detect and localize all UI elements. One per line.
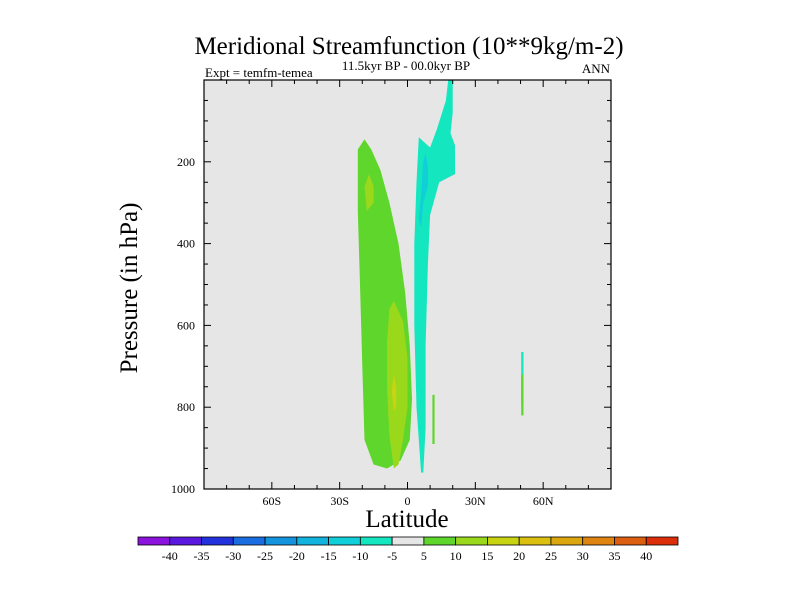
y-tick-label: 1000	[171, 482, 195, 496]
colorbar-label: 25	[545, 549, 557, 563]
x-tick-label: 60N	[533, 494, 554, 508]
colorbar-swatch	[169, 536, 202, 546]
y-tick-labels: 200 400 600 800 1000	[171, 155, 195, 496]
colorbar-label: -15	[321, 549, 337, 563]
colorbar-swatch	[550, 536, 584, 546]
colorbar-label: -10	[352, 549, 368, 563]
region-sh-core-3	[391, 374, 397, 412]
colorbar-swatch	[359, 536, 393, 546]
y-tick-label: 600	[177, 318, 195, 332]
colorbar-label: -20	[289, 549, 305, 563]
chart-subtitle: 11.5kyr BP - 00.0kyr BP	[342, 58, 470, 73]
colorbar-swatch	[137, 536, 171, 546]
axis-ticks	[203, 79, 612, 490]
colorbar-label: -35	[194, 549, 210, 563]
colorbar-label: 30	[577, 549, 589, 563]
colorbar-label: 40	[640, 549, 652, 563]
y-tick-label: 800	[177, 400, 195, 414]
colorbar-swatch	[455, 536, 488, 546]
season-label: ANN	[582, 61, 611, 76]
colorbar-swatch	[614, 536, 647, 546]
colorbar-label: -40	[162, 549, 178, 563]
y-tick-label: 200	[177, 155, 195, 169]
colorbar-swatch	[296, 536, 329, 546]
contour-regions	[357, 80, 524, 473]
region-nh-streak	[432, 394, 435, 444]
region-sh-core-2	[387, 300, 408, 469]
colorbar-label: 10	[450, 549, 462, 563]
colorbar-label: -5	[387, 549, 397, 563]
chart-title: Meridional Streamfunction (10**9kg/m-2)	[194, 33, 623, 60]
region-mid-lat-cell-2	[521, 374, 524, 416]
x-tick-label: 0	[405, 494, 411, 508]
region-sh-core-1	[364, 174, 374, 211]
colorbar-label: -25	[257, 549, 273, 563]
colorbar-swatch	[645, 536, 679, 546]
colorbar-swatch	[518, 536, 552, 546]
x-axis-label: Latitude	[365, 506, 448, 533]
y-tick-label: 400	[177, 237, 195, 251]
colorbar-swatch	[487, 536, 520, 546]
colorbar-labels: -40 -35 -30 -25 -20 -15 -10 -5 5 10 15 20 25 30 35 40	[162, 549, 652, 563]
x-tick-label: 30N	[465, 494, 486, 508]
colorbar-swatch	[423, 536, 457, 546]
colorbar-swatch	[582, 536, 615, 546]
colorbar-swatch	[201, 536, 234, 546]
colorbar-swatch	[232, 536, 266, 546]
colorbar-label: 20	[513, 549, 525, 563]
colorbar-label: 35	[608, 549, 620, 563]
x-tick-label: 60S	[262, 494, 281, 508]
x-tick-labels: 60S 30S 0 30N 60N	[262, 494, 553, 508]
colorbar-label: 5	[421, 549, 427, 563]
region-nh-negative-core	[418, 153, 428, 228]
colorbar-label: -30	[225, 549, 241, 563]
y-axis-label: Pressure (in hPa)	[116, 203, 143, 374]
colorbar-swatch	[264, 536, 298, 546]
colorbar-swatch	[328, 536, 361, 546]
colorbar-label: 15	[481, 549, 493, 563]
colorbar	[137, 536, 679, 546]
x-tick-label: 30S	[330, 494, 349, 508]
experiment-label: Expt = temfm-temea	[205, 65, 313, 80]
colorbar-swatch	[391, 536, 425, 546]
